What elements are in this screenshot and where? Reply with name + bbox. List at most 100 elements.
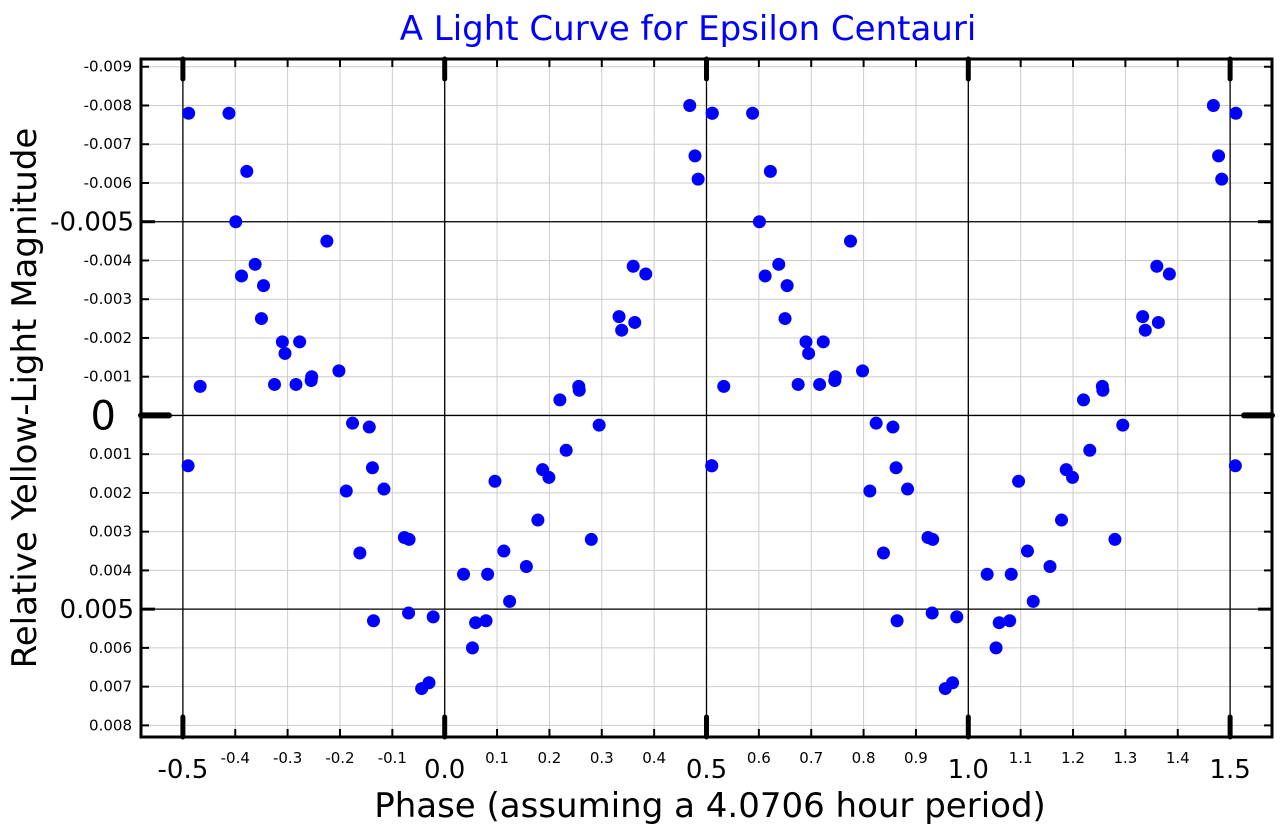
y-tick-label-zero: 0 (91, 393, 116, 439)
y-tick-label: -0.008 (84, 96, 132, 114)
data-point (240, 164, 254, 178)
data-point (989, 641, 1003, 655)
data-point (890, 614, 904, 628)
data-points (181, 98, 1243, 696)
chart-title: A Light Curve for Epsilon Centauri (400, 9, 977, 49)
data-point (275, 335, 289, 349)
data-point (886, 420, 900, 434)
data-point (332, 364, 346, 378)
y-tick-label: -0.007 (84, 135, 132, 153)
data-point (1229, 106, 1243, 120)
data-point (1003, 614, 1017, 628)
data-point (366, 614, 380, 628)
y-tick-label-major: -0.005 (50, 208, 134, 238)
data-point (856, 364, 870, 378)
data-point (1228, 459, 1242, 473)
x-tick-label: 1.3 (1113, 749, 1137, 767)
data-point (863, 484, 877, 498)
data-point (305, 370, 319, 384)
data-point (1116, 418, 1130, 432)
data-point (780, 279, 794, 293)
data-point (778, 312, 792, 326)
data-point (465, 641, 479, 655)
data-point (926, 532, 940, 546)
data-point (229, 215, 243, 229)
data-point (1151, 315, 1165, 329)
y-tick-label: 0.002 (89, 484, 132, 502)
x-tick-label: 0.4 (642, 749, 666, 767)
data-point (869, 416, 883, 430)
data-point (1020, 544, 1034, 558)
data-point (289, 377, 303, 391)
data-point (320, 234, 334, 248)
data-point (1004, 567, 1018, 581)
data-point (889, 461, 903, 475)
y-tick-label: -0.001 (84, 368, 132, 386)
y-tick-label: -0.002 (84, 329, 132, 347)
x-tick-label: -0.3 (273, 749, 302, 767)
data-point (626, 259, 640, 273)
x-tick-label: 1.1 (1009, 749, 1033, 767)
x-tick-label: 0.8 (852, 749, 876, 767)
data-point (615, 323, 629, 337)
data-point (1162, 267, 1176, 281)
data-point (705, 459, 719, 473)
data-point (901, 482, 915, 496)
data-point (1212, 149, 1226, 163)
data-point (592, 418, 606, 432)
data-point (980, 567, 994, 581)
x-tick-label-major: 1.5 (1209, 755, 1250, 785)
x-tick-label: 1.2 (1061, 749, 1085, 767)
data-point (1136, 310, 1150, 324)
data-point (1138, 323, 1152, 337)
data-point (377, 482, 391, 496)
data-point (553, 393, 567, 407)
data-point (469, 616, 483, 630)
data-point (772, 257, 786, 271)
x-tick-label: 0.6 (747, 749, 771, 767)
data-point (497, 544, 511, 558)
x-tick-label: -0.4 (221, 749, 250, 767)
data-point (816, 335, 830, 349)
data-point (278, 346, 292, 360)
data-point (193, 379, 207, 393)
x-tick-label: 0.9 (904, 749, 928, 767)
data-point (1012, 474, 1026, 488)
tick-marks (138, 56, 1275, 740)
y-tick-label: 0.003 (89, 523, 132, 541)
x-tick-label: 1.4 (1166, 749, 1190, 767)
data-point (481, 567, 495, 581)
data-point (257, 279, 271, 293)
data-point (572, 383, 586, 397)
data-point (763, 164, 777, 178)
data-point (752, 215, 766, 229)
data-point (705, 106, 719, 120)
data-point (1066, 470, 1080, 484)
data-point (488, 474, 502, 488)
x-tick-label-major: -0.5 (158, 755, 209, 785)
data-point (1096, 383, 1110, 397)
y-tick-label: -0.003 (84, 290, 132, 308)
data-point (365, 461, 379, 475)
data-point (559, 443, 573, 457)
data-point (639, 267, 653, 281)
data-point (950, 610, 964, 624)
data-point (813, 377, 827, 391)
data-point (222, 106, 236, 120)
y-tick-label: 0.004 (89, 561, 132, 579)
data-point (346, 416, 360, 430)
data-point (1026, 594, 1040, 608)
data-point (362, 420, 376, 434)
data-point (531, 513, 545, 527)
data-point (457, 567, 471, 581)
data-point (293, 335, 307, 349)
data-point (1077, 393, 1090, 407)
data-point (181, 459, 195, 473)
y-tick-label-major: 0.005 (60, 595, 134, 625)
y-tick-label: -0.004 (84, 251, 132, 269)
tick-labels: -0.4 -0.3 -0.2 -0.1 0.1 0.2 0.3 0.4 0.6 0.7 0.8 0.9… (50, 58, 1251, 785)
data-point (828, 370, 842, 384)
data-point (1055, 513, 1069, 527)
data-point (799, 335, 813, 349)
